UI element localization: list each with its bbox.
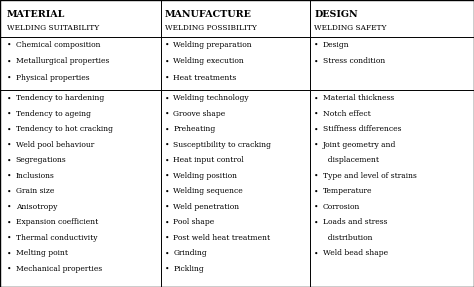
Text: •: •	[7, 187, 11, 195]
Text: Type and level of strains: Type and level of strains	[323, 172, 417, 180]
Text: Welding sequence: Welding sequence	[173, 187, 243, 195]
Text: •: •	[7, 156, 11, 164]
Text: distribution: distribution	[323, 234, 372, 242]
Text: Material thickness: Material thickness	[323, 94, 394, 102]
Text: •: •	[7, 218, 11, 226]
Text: •: •	[314, 57, 319, 65]
Text: Notch effect: Notch effect	[323, 110, 371, 118]
Text: •: •	[7, 203, 11, 211]
Text: •: •	[7, 94, 11, 102]
Text: •: •	[165, 265, 169, 273]
Text: Post weld heat treatment: Post weld heat treatment	[173, 234, 271, 242]
Text: Melting point: Melting point	[16, 249, 68, 257]
Text: Anisotropy: Anisotropy	[16, 203, 57, 211]
Text: Corrosion: Corrosion	[323, 203, 360, 211]
Text: Stress condition: Stress condition	[323, 57, 385, 65]
Text: •: •	[165, 57, 169, 65]
Text: •: •	[165, 94, 169, 102]
Text: •: •	[165, 125, 169, 133]
Text: •: •	[7, 41, 11, 49]
Text: Physical properties: Physical properties	[16, 74, 89, 82]
Text: •: •	[7, 234, 11, 242]
Text: Temperature: Temperature	[323, 187, 372, 195]
Text: •: •	[314, 249, 319, 257]
Text: •: •	[165, 110, 169, 118]
Text: Design: Design	[323, 41, 349, 49]
Text: Expansion coefficient: Expansion coefficient	[16, 218, 98, 226]
Text: •: •	[314, 141, 319, 149]
Text: MANUFACTURE: MANUFACTURE	[165, 10, 252, 19]
Text: Grinding: Grinding	[173, 249, 207, 257]
Text: •: •	[7, 249, 11, 257]
Text: Pool shape: Pool shape	[173, 218, 215, 226]
Text: •: •	[165, 156, 169, 164]
Text: •: •	[7, 172, 11, 180]
Text: displacement: displacement	[323, 156, 379, 164]
Text: •: •	[7, 110, 11, 118]
Text: •: •	[314, 41, 319, 49]
Text: •: •	[165, 74, 169, 82]
Text: Groove shape: Groove shape	[173, 110, 226, 118]
Text: •: •	[165, 141, 169, 149]
Text: Welding execution: Welding execution	[173, 57, 244, 65]
Text: Weld bead shape: Weld bead shape	[323, 249, 388, 257]
Text: •: •	[314, 94, 319, 102]
Text: Tendency to hot cracking: Tendency to hot cracking	[16, 125, 113, 133]
Text: •: •	[314, 218, 319, 226]
Text: Segregations: Segregations	[16, 156, 66, 164]
Text: DESIGN: DESIGN	[314, 10, 358, 19]
Text: •: •	[7, 125, 11, 133]
Text: Weld penetration: Weld penetration	[173, 203, 240, 211]
Text: Heat treatments: Heat treatments	[173, 74, 237, 82]
Text: •: •	[165, 249, 169, 257]
Text: Chemical composition: Chemical composition	[16, 41, 100, 49]
Text: •: •	[165, 218, 169, 226]
Text: •: •	[314, 187, 319, 195]
Text: •: •	[165, 187, 169, 195]
Text: WELDING POSSIBILITY: WELDING POSSIBILITY	[165, 24, 257, 32]
Text: WELDING SUITABILITY: WELDING SUITABILITY	[7, 24, 100, 32]
Text: Stiffness differences: Stiffness differences	[323, 125, 401, 133]
Text: WELDING SAFETY: WELDING SAFETY	[314, 24, 387, 32]
Text: Loads and stress: Loads and stress	[323, 218, 387, 226]
Text: Inclusions: Inclusions	[16, 172, 55, 180]
Text: MATERIAL: MATERIAL	[7, 10, 65, 19]
Text: •: •	[165, 234, 169, 242]
Text: •: •	[165, 172, 169, 180]
Text: Tendency to hardening: Tendency to hardening	[16, 94, 104, 102]
Text: •: •	[7, 141, 11, 149]
Text: •: •	[314, 203, 319, 211]
Text: Heat input control: Heat input control	[173, 156, 244, 164]
Text: Joint geometry and: Joint geometry and	[323, 141, 396, 149]
Text: Metallurgical properties: Metallurgical properties	[16, 57, 109, 65]
Text: •: •	[314, 172, 319, 180]
Text: •: •	[7, 265, 11, 273]
Text: Pickling: Pickling	[173, 265, 204, 273]
Text: •: •	[314, 110, 319, 118]
Text: Thermal conductivity: Thermal conductivity	[16, 234, 97, 242]
Text: Preheating: Preheating	[173, 125, 216, 133]
Text: Welding position: Welding position	[173, 172, 237, 180]
Text: •: •	[314, 125, 319, 133]
Text: •: •	[165, 41, 169, 49]
Text: Grain size: Grain size	[16, 187, 54, 195]
Text: Welding preparation: Welding preparation	[173, 41, 252, 49]
Text: •: •	[7, 57, 11, 65]
Text: Weld pool behaviour: Weld pool behaviour	[16, 141, 94, 149]
Text: Tendency to ageing: Tendency to ageing	[16, 110, 91, 118]
Text: Mechanical properties: Mechanical properties	[16, 265, 102, 273]
Text: •: •	[165, 203, 169, 211]
Text: Welding technology: Welding technology	[173, 94, 249, 102]
Text: Susceptibility to cracking: Susceptibility to cracking	[173, 141, 272, 149]
Text: •: •	[7, 74, 11, 82]
